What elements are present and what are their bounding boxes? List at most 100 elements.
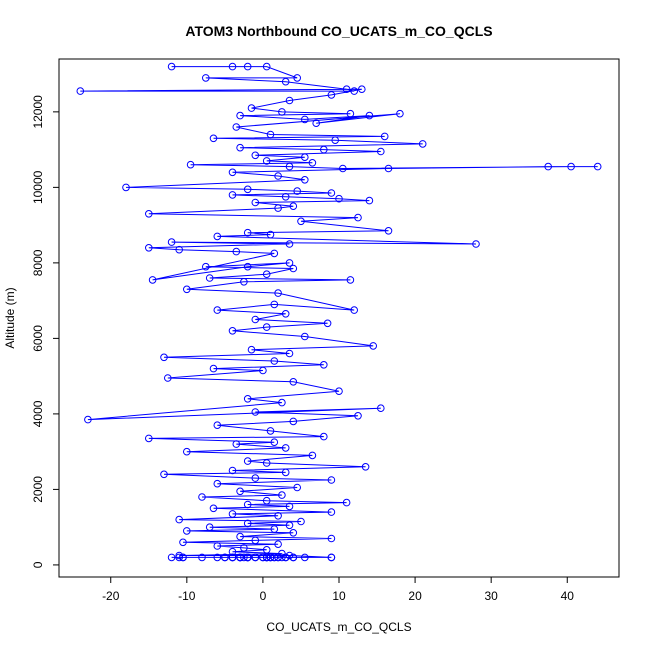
- y-axis-label: Altitude (m): [3, 287, 17, 348]
- data-point: [213, 542, 222, 550]
- data-point: [259, 366, 267, 375]
- data-point: [281, 553, 290, 562]
- data-point: [567, 162, 575, 171]
- data-point: [327, 534, 336, 543]
- data-point: [301, 332, 309, 341]
- data-point: [236, 143, 244, 152]
- data-point: [202, 262, 210, 271]
- data-point: [320, 361, 328, 369]
- data-point: [418, 140, 427, 148]
- chart-title: ATOM3 Northbound CO_UCATS_m_CO_QCLS: [185, 23, 492, 39]
- data-point: [213, 553, 222, 562]
- data-point: [228, 191, 237, 199]
- data-point: [361, 463, 370, 471]
- data-point: [281, 444, 290, 452]
- data-point: [274, 512, 282, 520]
- data-point: [236, 487, 244, 496]
- y-axis: 0 2000 4000 6000 8000 10000 12000: [31, 95, 60, 568]
- data-point: [240, 278, 248, 286]
- data-point: [262, 459, 271, 467]
- data-point: [472, 240, 480, 248]
- data-point: [380, 132, 389, 141]
- data-point: [213, 232, 222, 241]
- data-point: [301, 553, 309, 562]
- data-point: [247, 345, 256, 354]
- data-point: [262, 496, 271, 505]
- data-point: [350, 87, 359, 95]
- data-point: [183, 527, 191, 535]
- data-point: [243, 519, 252, 528]
- x-tick-label: 30: [484, 589, 498, 603]
- data-point: [327, 189, 336, 197]
- data-point: [342, 85, 351, 93]
- data-point: [285, 502, 294, 511]
- data-point: [377, 147, 385, 156]
- data-point: [243, 62, 252, 71]
- data-point: [228, 547, 237, 556]
- data-point: [301, 176, 309, 184]
- data-point: [243, 500, 252, 509]
- data-point: [175, 245, 183, 254]
- data-point: [209, 364, 218, 373]
- data-point: [281, 193, 290, 201]
- x-tick-label: 0: [260, 589, 267, 603]
- data-point: [232, 247, 241, 256]
- data-point: [289, 264, 298, 273]
- y-tick-label: 6000: [31, 325, 45, 352]
- data-point: [289, 202, 298, 210]
- data-point: [278, 549, 286, 558]
- data-point: [266, 130, 275, 139]
- data-point: [251, 408, 260, 416]
- data-point: [183, 447, 191, 456]
- data-point: [183, 285, 191, 294]
- data-point: [297, 217, 305, 226]
- data-point: [213, 479, 222, 488]
- x-tick-label: -20: [102, 589, 120, 603]
- data-point: [331, 136, 340, 144]
- data-point: [289, 378, 298, 386]
- x-tick-label: 20: [408, 589, 422, 603]
- data-point: [274, 553, 282, 562]
- y-tick-label: 0: [31, 561, 45, 568]
- data-point: [274, 540, 282, 549]
- data-point: [281, 468, 290, 477]
- data-point: [209, 134, 218, 143]
- y-tick-label: 10000: [31, 170, 45, 204]
- data-point: [213, 306, 222, 314]
- data-point: [251, 151, 260, 160]
- data-point: [179, 538, 187, 547]
- data-point: [228, 62, 237, 71]
- data-point: [312, 119, 321, 127]
- data-point: [175, 553, 183, 562]
- data-point: [262, 157, 271, 165]
- data-point: [236, 111, 244, 120]
- data-point: [320, 432, 328, 441]
- data-point: [198, 493, 206, 501]
- data-point: [274, 172, 282, 180]
- data-point: [243, 553, 252, 562]
- data-point: [327, 553, 336, 562]
- data-point: [274, 289, 282, 297]
- data-point: [285, 240, 294, 248]
- data-point: [251, 553, 260, 562]
- data-point: [289, 529, 298, 537]
- data-point: [281, 310, 290, 318]
- data-point: [262, 323, 271, 331]
- data-point: [221, 553, 229, 562]
- data-point: [301, 153, 309, 161]
- data-point: [228, 327, 237, 335]
- data-point: [285, 96, 294, 105]
- data-point: [266, 553, 275, 562]
- data-point: [274, 204, 282, 212]
- data-point: [320, 145, 328, 154]
- data-point: [342, 498, 351, 507]
- data-point: [262, 546, 271, 554]
- data-point: [247, 104, 256, 112]
- data-point: [285, 521, 294, 530]
- data-point: [145, 210, 153, 218]
- data-point: [266, 230, 275, 239]
- data-point: [327, 508, 336, 516]
- data-point: [270, 525, 279, 533]
- data-point: [365, 111, 374, 120]
